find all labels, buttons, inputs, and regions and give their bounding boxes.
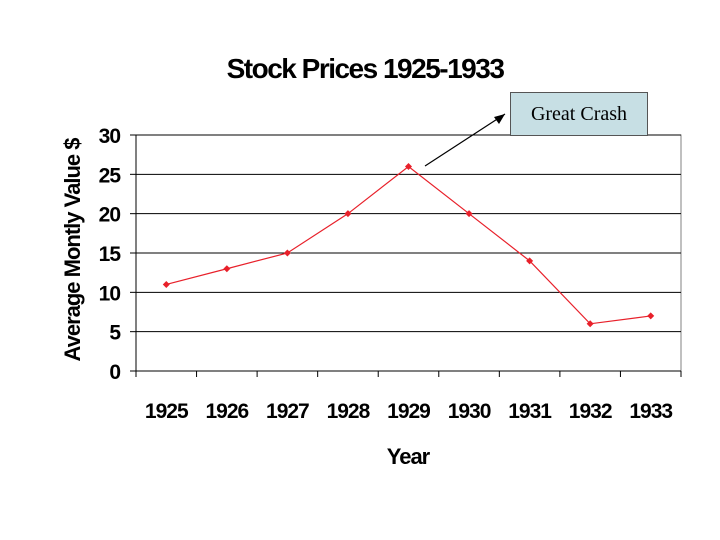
x-tick-label: 1933 [629,400,672,423]
x-tick-label: 1932 [569,400,612,423]
axis-ticks: 0 5 10 15 20 25 30 1925 1926 1927 1928 1929 1930 1931… [99,125,682,423]
y-tick-label: 15 [99,243,122,266]
x-axis-label: Year [387,444,431,469]
data-point [223,265,231,273]
data-point [344,210,352,218]
x-tick-label: 1929 [387,400,430,423]
data-point [465,210,473,218]
y-tick-label: 0 [109,361,120,384]
y-tick-label: 30 [99,125,121,148]
x-tick-label: 1927 [266,400,309,423]
x-tick-label: 1931 [508,400,552,423]
data-point [283,249,291,257]
data-point [162,280,170,288]
y-tick-label: 10 [99,282,121,305]
data-point [526,257,534,265]
y-axis-label: Average Montly Value $ [60,138,85,362]
x-tick-label: 1925 [145,400,189,423]
x-tick-label: 1928 [327,400,371,423]
data-point [586,320,594,328]
annotation-arrow [424,113,506,167]
data-point [647,312,655,320]
x-tick-label: 1930 [448,400,491,423]
y-tick-label: 20 [99,204,121,227]
y-tick-label: 25 [99,164,122,187]
chart-title: Stock Prices 1925-1933 [227,53,505,84]
series-layer [162,162,655,328]
y-tick-label: 5 [109,322,121,345]
x-tick-label: 1926 [205,400,248,423]
data-point [405,162,412,170]
great-crash-callout: Great Crash [510,92,648,136]
annotation-arrowhead [494,114,505,124]
